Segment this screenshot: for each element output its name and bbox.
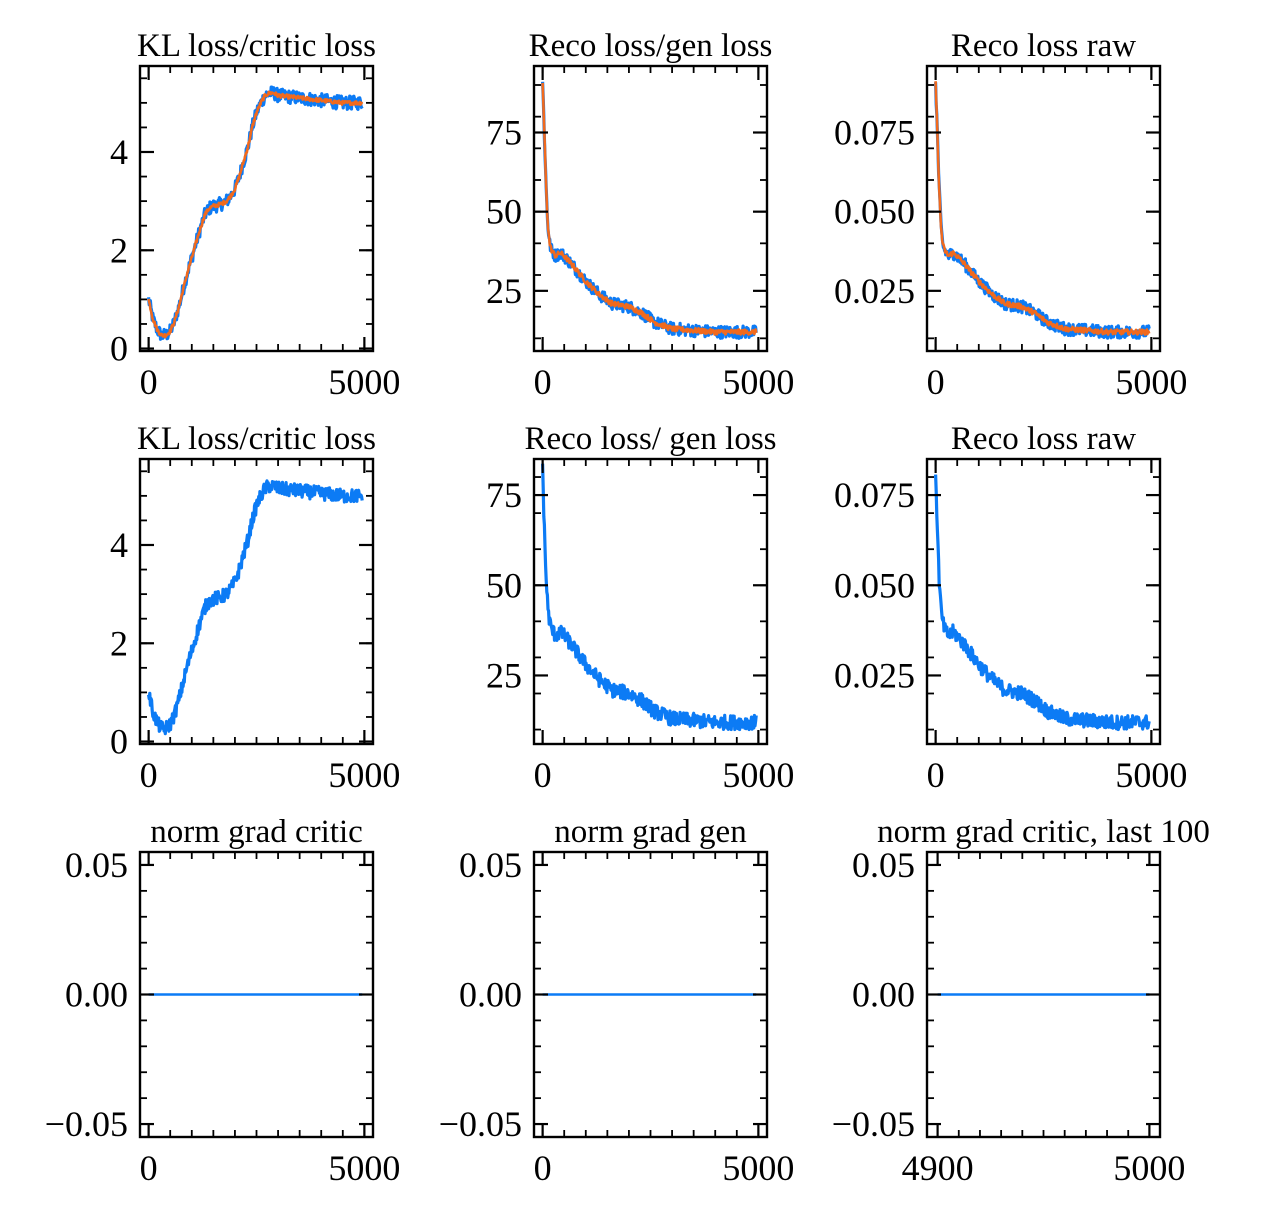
plot-area [147, 479, 364, 736]
x-tick-label: 5000 [722, 755, 794, 795]
plot-area [541, 463, 758, 732]
y-tick-label: 50 [486, 192, 522, 232]
x-tick-label: 0 [140, 755, 158, 795]
subplot-7: 0 5000 −0.05 0.00 0.05 norm grad critic [45, 814, 401, 1188]
y-tick-label: 0 [110, 722, 128, 762]
series-line-1 [541, 463, 758, 732]
axes-frame [925, 64, 1162, 353]
series-line-1 [934, 82, 1151, 340]
x-tick-label: 5000 [1115, 755, 1187, 795]
subplot-title: norm grad critic, last 100 [877, 814, 1210, 850]
subplot-title: norm grad gen [554, 814, 746, 850]
x-tick-label: 4900 [902, 1148, 974, 1188]
plot-area [147, 85, 364, 341]
x-tick-label: 0 [534, 755, 552, 795]
y-tick-label: 0.00 [852, 975, 915, 1015]
y-tick-label: 0.05 [852, 845, 915, 885]
y-tick-label: 0.075 [834, 475, 915, 515]
y-tick-label: 0.00 [65, 975, 128, 1015]
y-tick-label: −0.05 [832, 1104, 915, 1144]
subplot-8: 0 5000 −0.05 0.00 0.05 norm grad gen [439, 814, 795, 1188]
x-tick-label: 5000 [1113, 1148, 1185, 1188]
series-line-1 [541, 81, 758, 340]
subplot-4: 0 5000 0 2 4 KL loss/critic loss [110, 421, 400, 795]
subplot-1: 0 5000 0 2 4 KL loss/critic loss [110, 28, 400, 402]
axes-frame [532, 64, 769, 353]
y-tick-label: 2 [110, 623, 128, 663]
x-tick-label: 5000 [722, 1148, 794, 1188]
plot-area [934, 474, 1151, 732]
subplot-title: KL loss/critic loss [137, 421, 376, 457]
plot-area [934, 81, 1151, 340]
axes-frame [925, 457, 1162, 746]
y-tick-label: 50 [486, 565, 522, 605]
y-tick-label: 0.05 [65, 845, 128, 885]
x-tick-label: 5000 [722, 362, 794, 402]
subplot-6: 0 5000 0.025 0.050 0.075 Reco loss raw [834, 421, 1187, 795]
x-tick-label: 0 [140, 1148, 158, 1188]
series-line-2 [541, 82, 758, 336]
subplot-title: Reco loss raw [951, 421, 1136, 457]
series-line-1 [934, 474, 1151, 732]
y-tick-label: 0.025 [834, 655, 915, 695]
subplot-title: Reco loss/ gen loss [524, 421, 776, 457]
y-tick-label: 25 [486, 655, 522, 695]
series-line-2 [147, 90, 364, 339]
x-tick-label: 0 [140, 362, 158, 402]
subplot-3: 0 5000 0.025 0.050 0.075 Reco loss raw [834, 28, 1187, 402]
x-tick-label: 5000 [328, 1148, 400, 1188]
plot-area [541, 81, 758, 340]
y-tick-label: 0.025 [834, 271, 915, 311]
y-tick-label: 75 [486, 113, 522, 153]
subplot-title: norm grad critic [150, 814, 363, 850]
x-tick-label: 0 [927, 362, 945, 402]
y-tick-label: 0.050 [834, 192, 915, 232]
y-tick-label: −0.05 [45, 1104, 128, 1144]
y-tick-label: 0.05 [459, 845, 522, 885]
y-tick-label: 25 [486, 271, 522, 311]
x-tick-label: 0 [534, 362, 552, 402]
y-tick-label: 0 [110, 329, 128, 369]
y-tick-label: 75 [486, 475, 522, 515]
y-tick-label: 0.050 [834, 565, 915, 605]
subplot-2: 0 5000 25 50 75 Reco loss/gen loss [486, 28, 794, 402]
x-tick-label: 5000 [328, 755, 400, 795]
y-tick-label: 2 [110, 230, 128, 270]
subplot-title: Reco loss/gen loss [529, 28, 773, 64]
x-tick-label: 5000 [328, 362, 400, 402]
y-tick-label: 0.075 [834, 113, 915, 153]
y-tick-label: −0.05 [439, 1104, 522, 1144]
x-tick-label: 0 [534, 1148, 552, 1188]
series-line-2 [934, 81, 1151, 336]
x-tick-label: 0 [927, 755, 945, 795]
series-line-1 [147, 479, 364, 736]
y-tick-label: 0.00 [459, 975, 522, 1015]
subplot-title: Reco loss raw [951, 28, 1136, 64]
y-tick-label: 4 [110, 132, 128, 172]
subplot-title: KL loss/critic loss [137, 28, 376, 64]
x-tick-label: 5000 [1115, 362, 1187, 402]
y-tick-label: 4 [110, 525, 128, 565]
